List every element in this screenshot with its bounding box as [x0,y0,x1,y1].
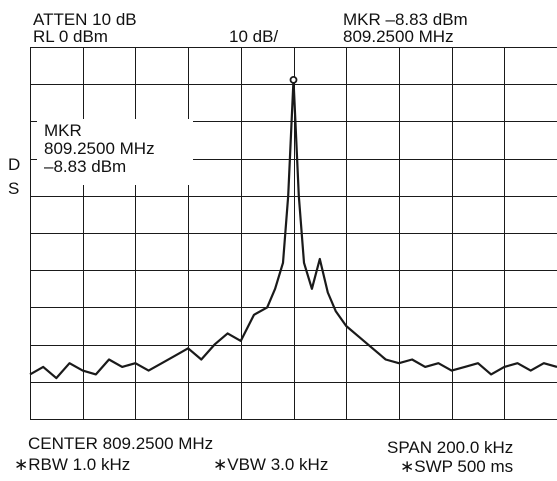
marker-info-box: MKR 809.2500 MHz –8.83 dBm [37,119,193,185]
spectrum-trace [29,78,557,380]
side-label-s: S [8,179,20,198]
marker-point [289,75,298,84]
reference-level-label: RL 0 dBm [33,27,108,46]
sweep-time-label: ∗SWP 500 ms [400,457,514,476]
marker-box-frequency: 809.2500 MHz [44,139,155,158]
marker-box-level: –8.83 dBm [44,157,127,176]
rbw-label: ∗RBW 1.0 kHz [14,455,131,474]
marker-readout-frequency: 809.2500 MHz [343,27,454,46]
span-label: SPAN 200.0 kHz [387,438,514,457]
center-frequency-label: CENTER 809.2500 MHz [28,434,214,453]
marker-readout-level: MKR –8.83 dBm [343,10,468,29]
vbw-label: ∗VBW 3.0 kHz [213,455,329,474]
marker-box-title: MKR [44,121,82,140]
scale-label: 10 dB/ [229,27,279,46]
side-label-d: D [8,155,21,174]
atten-label: ATTEN 10 dB [33,10,137,29]
